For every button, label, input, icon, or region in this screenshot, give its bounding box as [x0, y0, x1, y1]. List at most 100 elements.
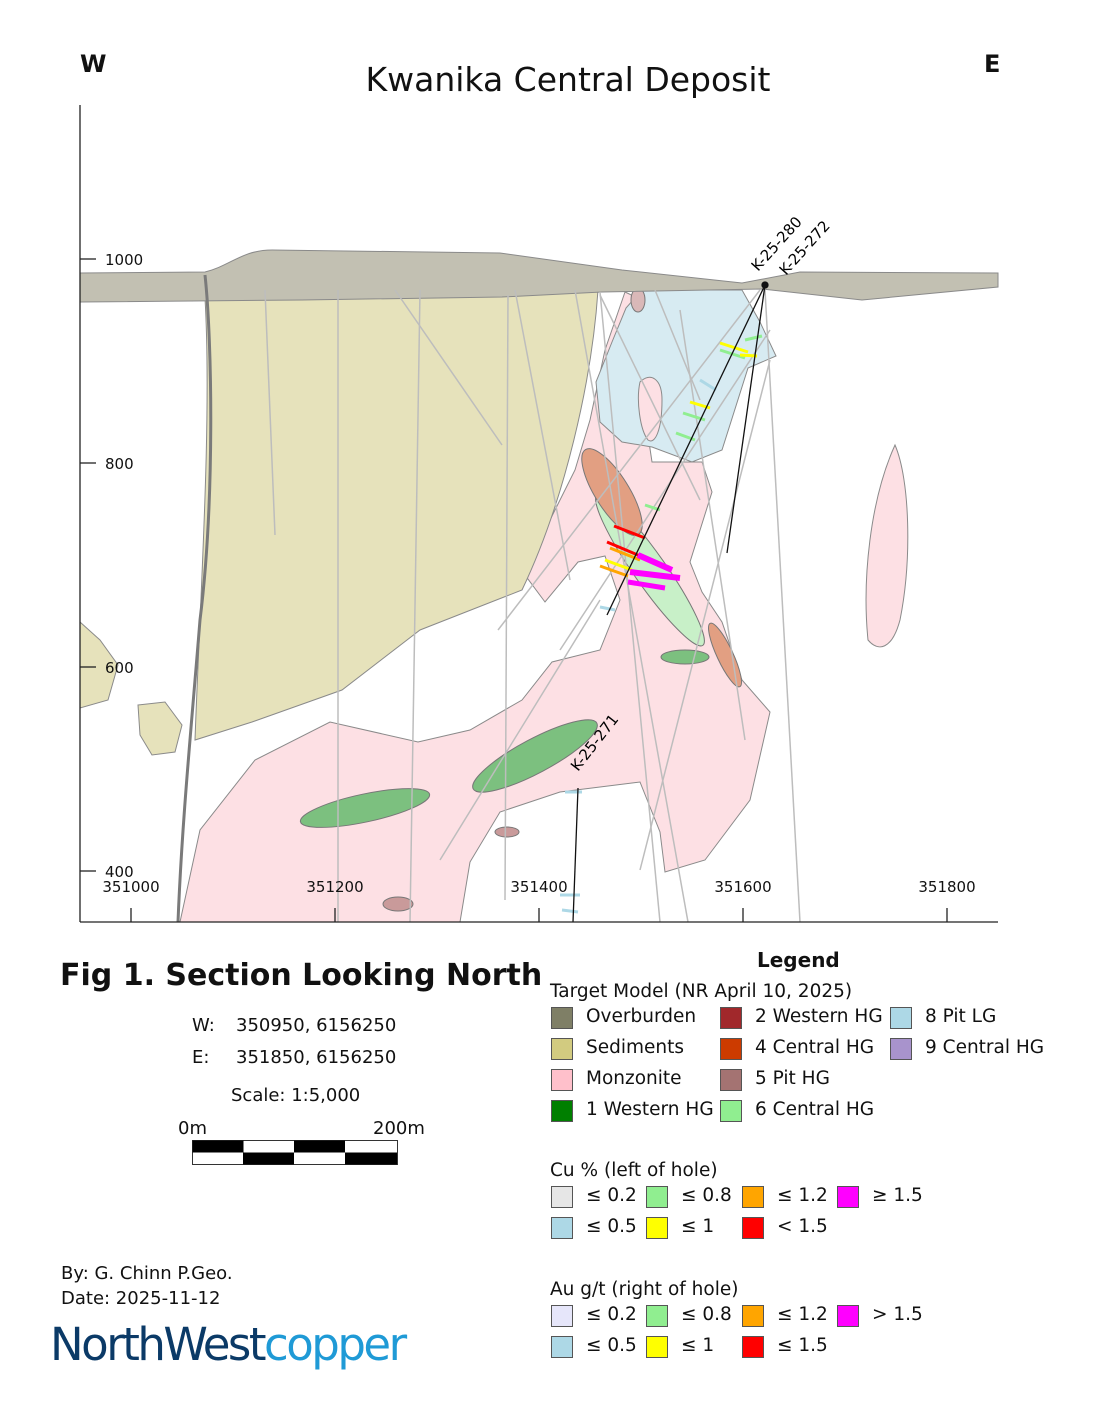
drillhole-k-25-271	[572, 787, 579, 923]
east-coord-label: E:	[192, 1047, 210, 1068]
legend-swatch	[646, 1305, 668, 1327]
western-hg-lens-3	[660, 649, 710, 665]
legend-label: 4 Central HG	[755, 1037, 875, 1058]
overburden-band	[79, 249, 999, 303]
legend-label: 2 Western HG	[755, 1006, 883, 1027]
monzonite-east-lens	[865, 443, 909, 648]
legend-swatch	[890, 1038, 912, 1060]
new-drillholes	[572, 281, 769, 923]
x-tick-label: 351600	[714, 878, 771, 896]
legend-swatch	[890, 1007, 912, 1029]
legend-label: ≤ 0.8	[681, 1185, 732, 1206]
assay-bar	[719, 341, 749, 354]
legend-swatch	[742, 1305, 764, 1327]
legend-label: ≤ 0.2	[586, 1185, 637, 1206]
drillhole-trace	[654, 289, 701, 401]
legend-swatch	[646, 1186, 668, 1208]
legend-label: ≤ 1	[681, 1216, 715, 1237]
geology-units	[79, 249, 999, 923]
legend-swatch	[742, 1336, 764, 1358]
y-tick-label: 600	[105, 659, 134, 677]
assay-bar	[699, 378, 717, 392]
drillhole-trace	[514, 289, 571, 581]
assay-bar	[604, 558, 633, 572]
drillhole-trace	[497, 289, 761, 631]
legend-label: Sediments	[586, 1037, 685, 1058]
scalebar-start-label: 0m	[178, 1118, 207, 1139]
west-label: W	[80, 50, 107, 78]
east-coord-value: 351850, 6156250	[236, 1047, 397, 1068]
legend-label: ≤ 1.2	[777, 1185, 828, 1206]
drillhole-trace	[599, 291, 661, 923]
y-tick-label: 400	[105, 863, 134, 881]
legend-label: Monzonite	[586, 1068, 682, 1089]
legend-swatch	[551, 1186, 573, 1208]
logo-part-2: copper	[264, 1318, 407, 1371]
x-tick-label: 351800	[918, 878, 975, 896]
assay-bar	[613, 524, 646, 540]
legend-swatch	[720, 1069, 742, 1091]
assay-bar	[627, 579, 666, 591]
target-model-heading: Target Model (NR April 10, 2025)	[550, 981, 853, 1002]
x-tick-label: 351200	[306, 878, 363, 896]
cross-section-map: K-25-280 K-25-272 K-25-271 1000 800 600 …	[79, 105, 999, 923]
legend-label: 5 Pit HG	[755, 1068, 830, 1089]
legend-swatch	[837, 1186, 859, 1208]
logo-part-1: NorthWest	[50, 1318, 267, 1371]
fault-line	[176, 274, 213, 923]
assay-bar	[739, 353, 758, 358]
assay-bar	[606, 540, 641, 558]
legend-label: ≤ 1	[681, 1335, 715, 1356]
drillhole-k-25-280	[606, 284, 766, 616]
legend-swatch	[551, 1038, 573, 1060]
assay-bar	[629, 569, 681, 581]
east-label: E	[984, 50, 1001, 78]
collar-marker	[761, 281, 769, 289]
legend-swatch	[551, 1100, 573, 1122]
x-tick-label: 351400	[510, 878, 567, 896]
legend-swatch	[837, 1305, 859, 1327]
assay-bar	[744, 334, 763, 342]
y-tick-label: 1000	[105, 251, 143, 269]
legend-label: ≤ 0.5	[586, 1335, 637, 1356]
drillhole-trace	[574, 289, 689, 923]
axes	[79, 105, 998, 923]
legend-swatch	[551, 1217, 573, 1239]
pit-hg-lens-1	[494, 826, 520, 838]
scalebar-end-label: 200m	[373, 1118, 425, 1139]
legend-swatch	[742, 1186, 764, 1208]
historic-drillholes	[264, 289, 801, 923]
legend-label: ≤ 0.8	[681, 1304, 732, 1325]
legend-swatch	[551, 1007, 573, 1029]
author: By: G. Chinn P.Geo.	[61, 1263, 233, 1284]
western-hg-lens-1	[299, 788, 431, 828]
legend-label: 8 Pit LG	[925, 1006, 997, 1027]
legend-swatch	[551, 1305, 573, 1327]
legend-swatch	[720, 1007, 742, 1029]
date: Date: 2025-11-12	[61, 1288, 221, 1309]
assay-bar	[636, 552, 674, 573]
legend-swatch	[646, 1217, 668, 1239]
assay-bar	[561, 908, 579, 914]
figure-title: Fig 1. Section Looking North	[60, 958, 543, 993]
legend-swatch	[720, 1100, 742, 1122]
map-title: Kwanika Central Deposit	[365, 60, 771, 99]
legend-title: Legend	[757, 948, 840, 972]
legend-swatch	[646, 1336, 668, 1358]
legend-label: > 1.5	[872, 1304, 923, 1325]
drillhole-trace	[639, 359, 771, 871]
legend-label: 9 Central HG	[925, 1037, 1045, 1058]
legend-label: Overburden	[586, 1006, 697, 1027]
legend-label: ≤ 0.2	[586, 1304, 637, 1325]
cu-heading: Cu % (left of hole)	[550, 1160, 718, 1181]
drillhole-trace	[679, 309, 746, 741]
x-tick-label: 351000	[102, 878, 159, 896]
legend-label: < 1.5	[777, 1216, 828, 1237]
assay-bar	[599, 564, 629, 578]
assay-bar	[599, 605, 616, 612]
legend-label: ≤ 0.5	[586, 1216, 637, 1237]
scale-text: Scale: 1:5,000	[231, 1085, 361, 1106]
legend-swatch	[551, 1069, 573, 1091]
legend-swatch	[742, 1217, 764, 1239]
drillhole-trace	[599, 294, 701, 501]
